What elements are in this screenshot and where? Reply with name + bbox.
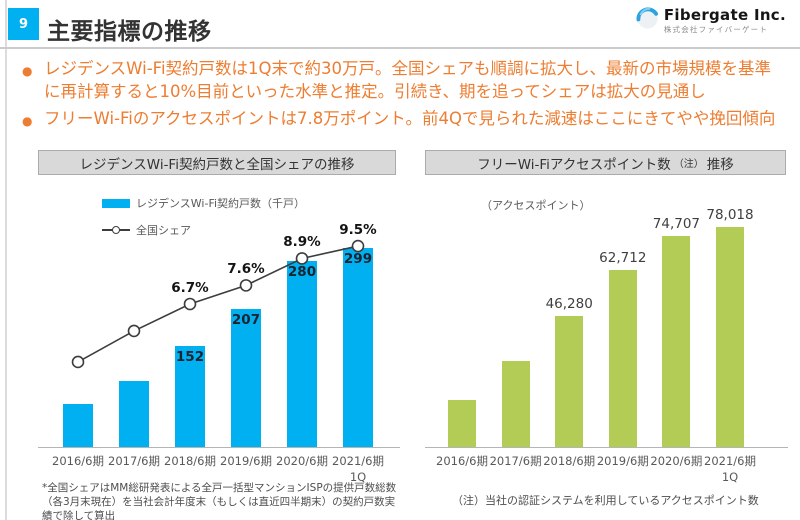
share-marker [127,324,141,338]
share-marker [183,297,197,311]
bar [63,404,93,447]
bar-value-label: 78,018 [706,207,754,223]
share-pct-label: 8.9% [283,234,321,251]
freewifi-title-note: （注） [673,159,704,170]
axis-category-label: 2021/6期 1Q [704,454,756,485]
legend-contracts: レジデンスWi-Fi契約戸数（千戸） [102,195,305,211]
share-marker [71,355,85,369]
bar-value-label: 207 [231,312,261,328]
company-logo: Fibergate Inc. 株式会社ファイバーゲート [636,7,786,34]
residence-chart-title: レジデンスWi-Fi契約戸数と全国シェアの推移 [38,150,396,175]
axis-category-label: 2016/6期 [436,454,488,468]
freewifi-title-main: フリーWi-Fiアクセスポイント数 [477,156,671,173]
bullet-text: フリーWi-Fiのアクセスポイントは7.8万ポイント。前4Qで見られた減速はここ… [44,109,776,128]
line-legend-swatch [102,226,130,234]
axis-category-label: 2021/6期 1Q [332,454,384,485]
share-marker [239,279,253,292]
axis-category-label: 2020/6期 [650,454,703,468]
bar-value-label: 152 [175,349,205,365]
logo-text: Fibergate Inc. 株式会社ファイバーゲート [664,7,786,34]
bar-value-label: 74,707 [652,216,701,232]
freewifi-title-suffix: 推移 [706,156,734,173]
bar [555,316,584,447]
bar-value-label: 299 [343,251,373,267]
bar [662,236,691,447]
fibergate-logo-icon [636,7,659,34]
page-title: 主要指標の推移 [47,19,212,45]
share-pct-label: 7.6% [227,261,265,278]
bar [608,270,637,447]
national-share-line [71,239,365,369]
company-name-japanese: 株式会社ファイバーゲート [663,24,769,34]
bar [501,361,530,447]
axis-category-label: 2019/6期 [220,454,272,468]
bar [448,400,476,447]
bar [175,346,205,447]
bar [231,309,261,447]
share-pct-label: 9.5% [339,222,377,239]
bullet-icon: ● [22,114,33,128]
bullet-residence-wifi: ● レジデンスWi-Fi契約戸数は1Q末で約30万戸。全国シェアも順調に拡大し、… [22,57,786,103]
bar [716,227,744,447]
axis-category-label: 2018/6期 [543,454,596,468]
axis-category-label: 2016/6期 [52,454,104,468]
axis-category-label: 2019/6期 [596,454,649,468]
bar [119,381,149,447]
bar-legend-swatch [102,198,130,208]
axis-category-label: 2017/6期 [108,454,160,468]
axis-category-label: 2017/6期 [489,454,542,468]
summary-bullets: ● レジデンスWi-Fi契約戸数は1Q末で約30万戸。全国シェアも順調に拡大し、… [22,57,786,133]
share-marker [295,252,309,265]
share-pct-label: 6.7% [171,280,209,296]
freewifi-chart-plot: （アクセスポイント） 46,280 62,712 74,707 78,018 2016/… [425,185,788,484]
share-marker [351,239,365,253]
bar-value-label: 46,280 [545,296,593,312]
bar [343,248,373,447]
company-name: Fibergate Inc. [663,6,786,25]
freewifi-chart-footnote: （注）当社の認証システムを利用しているアクセスポイント数 [452,494,759,507]
residence-chart-plot: レジデンスWi-Fi契約戸数（千戸） 全国シェア 152 207 280 299 201… [38,185,400,484]
freewifi-chart-title: フリーWi-Fiアクセスポイント数 （注） 推移 [425,150,786,175]
bullet-free-wifi: ● フリーWi-Fiのアクセスポイントは7.8万ポイント。前4Qで見られた減速は… [22,107,786,133]
axis-category-label: 2020/6期 [276,454,328,468]
residence-chart-title-text: レジデンスWi-Fi契約戸数と全国シェアの推移 [79,156,355,173]
header-divider [0,47,800,49]
bullet-icon: ● [22,64,33,78]
page-left-border [5,0,7,520]
bar-value-label: 280 [287,264,317,280]
page-number-badge: 9 [8,8,39,40]
axis-category-label: 2018/6期 [164,454,216,468]
bar [287,261,317,447]
bullet-text: レジデンスWi-Fi契約戸数は1Q末で約30万戸。全国シェアも順調に拡大し、最新… [44,59,772,101]
residence-chart-legend: レジデンスWi-Fi契約戸数（千戸） 全国シェア [102,195,305,249]
freewifi-unit-label: （アクセスポイント） [481,199,591,212]
residence-chart-footnote: *全国シェアはMM総研発表による全戸一括型マンションISPの提供戸数総数（各3月… [42,482,397,520]
bar-value-label: 62,712 [599,250,647,266]
legend-share-label: 全国シェア [136,224,191,237]
legend-share: 全国シェア [102,222,305,238]
legend-contracts-label: レジデンスWi-Fi契約戸数（千戸） [136,197,306,210]
